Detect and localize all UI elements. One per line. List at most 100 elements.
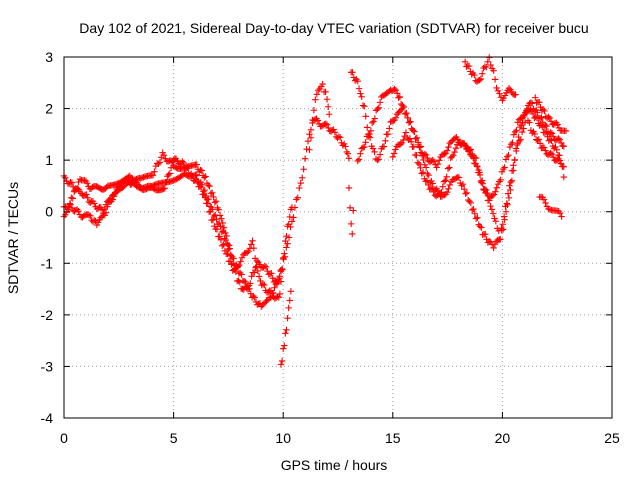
- data-point: [81, 177, 88, 184]
- data-point: [413, 152, 420, 159]
- data-point: [364, 124, 371, 131]
- data-point: [345, 155, 353, 162]
- data-point: [202, 173, 209, 180]
- data-point: [261, 281, 268, 289]
- data-point: [261, 262, 268, 270]
- data-point: [474, 214, 481, 221]
- data-point: [526, 119, 533, 126]
- data-point: [454, 173, 461, 181]
- data-point: [143, 185, 150, 193]
- data-point: [374, 156, 381, 164]
- data-point: [380, 143, 388, 150]
- data-point: [487, 202, 494, 210]
- data-point: [184, 164, 191, 171]
- series-track-8: [354, 85, 567, 252]
- data-point: [486, 238, 493, 245]
- data-point: [171, 176, 179, 184]
- data-point: [210, 193, 217, 201]
- data-point: [91, 200, 98, 207]
- data-point: [554, 121, 561, 128]
- data-point: [398, 139, 406, 147]
- data-point: [68, 204, 76, 212]
- data-point: [278, 265, 286, 273]
- data-point: [401, 110, 409, 118]
- data-point: [443, 147, 451, 154]
- data-point: [342, 143, 349, 150]
- data-point: [400, 103, 407, 111]
- data-point: [482, 186, 490, 194]
- data-point: [197, 166, 204, 174]
- data-point: [151, 168, 158, 175]
- data-point: [438, 189, 445, 196]
- data-point: [335, 133, 343, 140]
- data-point: [160, 151, 168, 159]
- data-point: [492, 217, 500, 225]
- data-point: [434, 161, 442, 168]
- data-point: [93, 221, 101, 229]
- x-tick-label: 15: [385, 430, 401, 446]
- data-point: [430, 188, 437, 196]
- data-point: [421, 161, 429, 169]
- data-point: [433, 164, 440, 171]
- data-point: [446, 181, 453, 189]
- data-point: [275, 294, 283, 301]
- grid: [64, 57, 612, 418]
- data-point: [463, 189, 471, 197]
- data-point: [322, 88, 329, 96]
- data-point: [390, 150, 398, 157]
- data-point: [440, 178, 448, 185]
- data-point: [425, 181, 432, 189]
- data-point: [419, 169, 427, 176]
- data-point: [480, 64, 487, 72]
- data-point: [505, 151, 512, 159]
- data-point: [523, 105, 531, 113]
- data-point: [345, 184, 353, 192]
- data-point: [165, 171, 172, 178]
- data-point: [331, 129, 339, 136]
- y-tick-label: -2: [41, 307, 54, 323]
- series-track-3: [60, 155, 285, 302]
- data-point: [500, 165, 507, 173]
- data-point: [406, 135, 414, 142]
- data-point: [429, 180, 436, 187]
- data-point: [471, 71, 478, 79]
- data-point: [277, 266, 284, 274]
- data-point: [502, 156, 510, 163]
- data-point: [180, 159, 187, 167]
- data-point: [123, 175, 130, 183]
- data-point: [315, 87, 322, 94]
- data-point: [366, 134, 374, 141]
- data-point: [543, 122, 550, 130]
- data-point: [470, 205, 477, 213]
- data-point: [287, 288, 295, 295]
- data-point: [407, 118, 414, 125]
- data-point: [201, 174, 208, 181]
- data-point: [325, 124, 332, 132]
- data-point: [216, 212, 224, 219]
- data-point: [556, 152, 563, 159]
- data-point: [512, 145, 520, 152]
- data-point: [207, 190, 215, 197]
- data-point: [547, 118, 555, 125]
- data-point: [548, 150, 556, 158]
- series-track-10: [461, 54, 519, 104]
- data-point: [283, 326, 290, 333]
- data-point: [537, 193, 545, 201]
- data-point: [445, 185, 452, 193]
- data-point: [371, 148, 378, 156]
- data-point: [244, 249, 251, 256]
- data-point: [396, 93, 404, 101]
- data-point: [376, 99, 384, 106]
- data-point: [282, 237, 289, 245]
- data-point: [491, 240, 499, 248]
- data-point: [382, 137, 389, 144]
- data-point: [109, 196, 116, 203]
- data-point: [294, 194, 302, 201]
- data-point: [471, 210, 478, 217]
- series-track-6: [345, 184, 357, 238]
- data-point: [173, 176, 180, 183]
- data-point: [468, 206, 476, 214]
- data-point: [355, 156, 363, 163]
- data-point: [253, 263, 260, 270]
